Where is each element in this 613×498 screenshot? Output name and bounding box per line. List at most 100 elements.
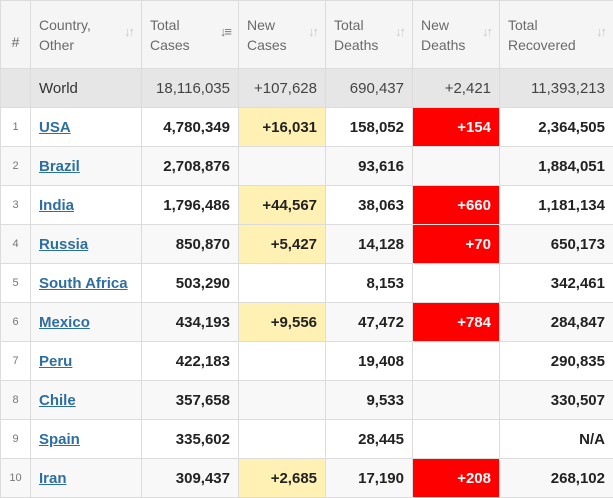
row-index: 3 xyxy=(1,186,31,225)
country-link[interactable]: Chile xyxy=(39,392,76,409)
total-deaths-cell: 93,616 xyxy=(326,147,413,186)
header-country[interactable]: Country, Other ↓↑ xyxy=(31,1,142,69)
new-deaths-cell xyxy=(413,342,500,381)
total-cases-cell: 503,290 xyxy=(142,264,239,303)
country-cell: Mexico xyxy=(31,303,142,342)
header-index-label: # xyxy=(12,34,20,50)
sort-arrows-icon[interactable]: ↓↑ xyxy=(308,22,317,42)
row-index: 1 xyxy=(1,108,31,147)
header-total-cases-line2: Cases xyxy=(150,37,190,53)
country-link[interactable]: Spain xyxy=(39,431,80,448)
row-index: 10 xyxy=(1,459,31,498)
total-deaths-cell: 8,153 xyxy=(326,264,413,303)
row-index: 5 xyxy=(1,264,31,303)
country-link[interactable]: Mexico xyxy=(39,314,90,331)
world-total-cases: 18,116,035 xyxy=(142,69,239,108)
total-cases-cell: 434,193 xyxy=(142,303,239,342)
sort-arrows-icon[interactable]: ↓↑ xyxy=(596,22,605,42)
world-new-deaths: +2,421 xyxy=(413,69,500,108)
new-deaths-cell: +784 xyxy=(413,303,500,342)
new-cases-cell: +44,567 xyxy=(239,186,326,225)
total-cases-cell: 422,183 xyxy=(142,342,239,381)
new-deaths-cell xyxy=(413,420,500,459)
country-cell: South Africa xyxy=(31,264,142,303)
new-cases-cell: +16,031 xyxy=(239,108,326,147)
total-recovered-cell: 268,102 xyxy=(500,459,613,498)
row-index: 4 xyxy=(1,225,31,264)
row-index: 6 xyxy=(1,303,31,342)
country-link[interactable]: Peru xyxy=(39,353,72,370)
total-recovered-cell: 330,507 xyxy=(500,381,613,420)
country-cell: Brazil xyxy=(31,147,142,186)
header-new-deaths-line2: Deaths xyxy=(421,37,465,53)
country-cell: India xyxy=(31,186,142,225)
header-row: # Country, Other ↓↑ Total Cases ↓≡ New C… xyxy=(1,1,613,69)
total-cases-cell: 4,780,349 xyxy=(142,108,239,147)
country-link[interactable]: South Africa xyxy=(39,275,128,292)
country-cell: Russia xyxy=(31,225,142,264)
header-total-cases-line1: Total xyxy=(150,17,180,33)
country-cell: Iran xyxy=(31,459,142,498)
total-recovered-cell: 1,181,134 xyxy=(500,186,613,225)
header-new-cases[interactable]: New Cases ↓↑ xyxy=(239,1,326,69)
sort-desc-icon[interactable]: ↓≡ xyxy=(220,22,230,42)
country-link[interactable]: Russia xyxy=(39,236,88,253)
new-deaths-cell: +70 xyxy=(413,225,500,264)
header-total-recovered-line2: Recovered xyxy=(508,37,576,53)
new-cases-cell xyxy=(239,420,326,459)
header-country-line1: Country, xyxy=(39,17,91,33)
country-cell: Spain xyxy=(31,420,142,459)
header-index: # xyxy=(1,1,31,69)
new-deaths-cell: +154 xyxy=(413,108,500,147)
total-deaths-cell: 158,052 xyxy=(326,108,413,147)
world-total-recovered: 11,393,213 xyxy=(500,69,613,108)
total-cases-cell: 850,870 xyxy=(142,225,239,264)
header-total-recovered[interactable]: Total Recovered ↓↑ xyxy=(500,1,613,69)
country-cell: Chile xyxy=(31,381,142,420)
world-index xyxy=(1,69,31,108)
total-deaths-cell: 14,128 xyxy=(326,225,413,264)
row-index: 2 xyxy=(1,147,31,186)
country-link[interactable]: USA xyxy=(39,119,71,136)
new-deaths-cell xyxy=(413,147,500,186)
header-total-deaths-line1: Total xyxy=(334,17,364,33)
total-deaths-cell: 19,408 xyxy=(326,342,413,381)
new-cases-cell xyxy=(239,147,326,186)
total-cases-cell: 1,796,486 xyxy=(142,186,239,225)
header-new-deaths-line1: New xyxy=(421,17,449,33)
country-link[interactable]: India xyxy=(39,197,74,214)
total-deaths-cell: 28,445 xyxy=(326,420,413,459)
world-total-deaths: 690,437 xyxy=(326,69,413,108)
total-cases-cell: 357,658 xyxy=(142,381,239,420)
sort-arrows-icon[interactable]: ↓↑ xyxy=(482,22,491,42)
country-cell: Peru xyxy=(31,342,142,381)
world-row: World 18,116,035 +107,628 690,437 +2,421… xyxy=(1,69,613,108)
header-new-cases-line2: Cases xyxy=(247,37,287,53)
header-country-line2: Other xyxy=(39,37,74,53)
country-link[interactable]: Brazil xyxy=(39,158,80,175)
total-recovered-cell: 650,173 xyxy=(500,225,613,264)
new-cases-cell: +5,427 xyxy=(239,225,326,264)
sort-arrows-icon[interactable]: ↓↑ xyxy=(395,22,404,42)
header-new-deaths[interactable]: New Deaths ↓↑ xyxy=(413,1,500,69)
total-recovered-cell: 290,835 xyxy=(500,342,613,381)
total-deaths-cell: 47,472 xyxy=(326,303,413,342)
sort-arrows-icon[interactable]: ↓↑ xyxy=(124,22,133,42)
total-recovered-cell: 1,884,051 xyxy=(500,147,613,186)
header-total-cases[interactable]: Total Cases ↓≡ xyxy=(142,1,239,69)
new-deaths-cell xyxy=(413,381,500,420)
total-recovered-cell: N/A xyxy=(500,420,613,459)
total-cases-cell: 309,437 xyxy=(142,459,239,498)
header-total-deaths-line2: Deaths xyxy=(334,37,378,53)
row-index: 9 xyxy=(1,420,31,459)
country-link[interactable]: Iran xyxy=(39,470,67,487)
new-deaths-cell: +208 xyxy=(413,459,500,498)
header-total-deaths[interactable]: Total Deaths ↓↑ xyxy=(326,1,413,69)
